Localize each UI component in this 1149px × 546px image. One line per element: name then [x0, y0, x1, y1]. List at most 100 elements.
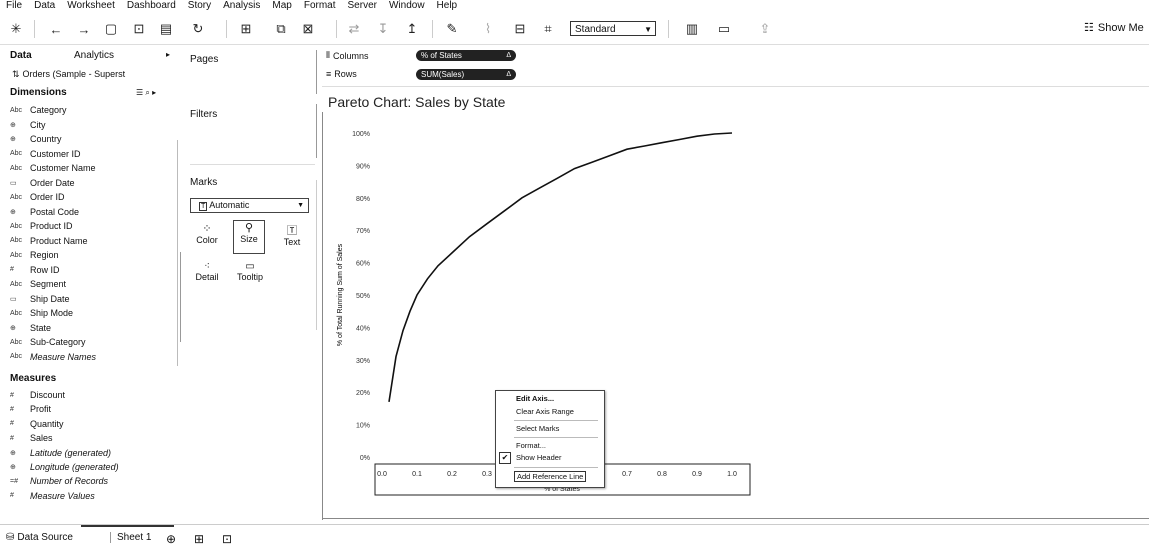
- dimension-field[interactable]: ▭ Ship Date: [10, 293, 70, 305]
- pareto-chart[interactable]: % of Total Running Sum of Sales 0% 10% 20% 3…: [322, 112, 1149, 518]
- tab-data[interactable]: Data: [10, 50, 32, 61]
- menu-item-clear-axis-range[interactable]: Clear Axis Range: [516, 407, 574, 416]
- dimension-field[interactable]: Abc Order ID: [10, 191, 65, 203]
- dimension-field[interactable]: ⊕ Postal Code: [10, 206, 79, 218]
- measure-field[interactable]: # Profit: [10, 403, 51, 415]
- search-fields-icon[interactable]: ☰ ⌕ ▸: [136, 88, 157, 97]
- dimension-field[interactable]: Abc Measure Names: [10, 351, 96, 363]
- clear-sheet-icon[interactable]: ⊠: [302, 21, 314, 36]
- measure-field[interactable]: # Quantity: [10, 418, 64, 430]
- redo-icon[interactable]: →: [77, 21, 91, 37]
- measure-field[interactable]: # Discount: [10, 389, 65, 401]
- measure-field[interactable]: # Sales: [10, 432, 53, 444]
- undo-icon[interactable]: ←: [49, 21, 63, 37]
- pane-scrollbar[interactable]: [177, 140, 178, 366]
- menu-analysis[interactable]: Analysis: [223, 0, 261, 11]
- chart-icon[interactable]: ▥: [685, 21, 699, 36]
- menu-item-edit-axis[interactable]: Edit Axis...: [516, 394, 555, 403]
- dimension-field[interactable]: Abc Region: [10, 249, 59, 261]
- sheet-tab[interactable]: Sheet 1: [110, 532, 151, 543]
- share-icon[interactable]: ⇪: [759, 21, 771, 36]
- presentation-icon[interactable]: ▭: [717, 21, 731, 36]
- dimension-field[interactable]: Abc Ship Mode: [10, 307, 73, 319]
- menu-format[interactable]: Format: [303, 0, 336, 11]
- check-icon: ✔: [499, 452, 511, 464]
- table-calc-icon: Δ: [506, 52, 511, 59]
- menu-dashboard[interactable]: Dashboard: [126, 0, 176, 11]
- menu-data[interactable]: Data: [34, 0, 56, 11]
- field-type-icon: Abc: [10, 164, 23, 172]
- columns-icon: ⦀: [326, 50, 330, 60]
- rows-pill[interactable]: SUM(Sales) Δ: [416, 69, 516, 80]
- dimension-field[interactable]: ⊕ State: [10, 322, 51, 334]
- columns-pill[interactable]: % of States Δ: [416, 50, 516, 61]
- dimension-field[interactable]: ▭ Order Date: [10, 177, 75, 189]
- dimension-field[interactable]: Abc Customer Name: [10, 162, 96, 174]
- datasource-item[interactable]: ⇅ Orders (Sample - Superst: [12, 69, 125, 80]
- color-button[interactable]: ⁘ Color: [192, 222, 222, 254]
- menu-window[interactable]: Window: [388, 0, 425, 11]
- measure-field[interactable]: # Measure Values: [10, 490, 95, 502]
- tableau-logo-icon[interactable]: ✳: [10, 21, 22, 36]
- sort-asc-icon[interactable]: ↧: [377, 21, 389, 36]
- menu-item-show-header[interactable]: Show Header: [516, 453, 562, 462]
- duplicate-icon[interactable]: ⧉: [276, 21, 286, 36]
- size-button[interactable]: ⚲ Size: [233, 220, 265, 254]
- measure-field[interactable]: =# Number of Records: [10, 475, 108, 487]
- dimension-field[interactable]: ⊕ City: [10, 119, 46, 131]
- dimension-field[interactable]: Abc Product ID: [10, 220, 73, 232]
- text-button[interactable]: 🅃 Text: [277, 222, 307, 254]
- show-me-button[interactable]: ☷ Show Me: [1084, 21, 1144, 35]
- y-tick-label: 30%: [356, 358, 370, 365]
- data-source-tab[interactable]: ⛁ Data Source: [6, 532, 73, 543]
- sort-desc-icon[interactable]: ↥: [406, 21, 418, 36]
- dimension-field[interactable]: Abc Category: [10, 104, 67, 116]
- tab-analytics[interactable]: Analytics: [74, 50, 115, 61]
- dimension-field[interactable]: ⊕ Country: [10, 133, 62, 145]
- size-label: Size: [240, 234, 258, 244]
- new-datasource-icon[interactable]: ⊡: [133, 21, 145, 36]
- highlight-icon[interactable]: ✎: [446, 21, 458, 36]
- menu-worksheet[interactable]: Worksheet: [67, 0, 115, 11]
- menu-item-select-marks[interactable]: Select Marks: [516, 424, 560, 433]
- tooltip-button[interactable]: ▭ Tooltip: [233, 261, 267, 293]
- swap-icon[interactable]: ⇄: [348, 21, 360, 36]
- datasource-name: Orders (Sample - Superst: [22, 69, 126, 79]
- dimension-field[interactable]: Abc Segment: [10, 278, 66, 290]
- field-label: Category: [30, 105, 67, 115]
- new-dashboard-icon[interactable]: ⊞: [194, 532, 205, 546]
- menu-help[interactable]: Help: [436, 0, 458, 11]
- detail-button[interactable]: ⁖ Detail: [192, 261, 222, 293]
- fit-select[interactable]: Standard ▼: [570, 21, 656, 36]
- field-label: Sales: [30, 433, 53, 444]
- label-icon[interactable]: ⊟: [514, 21, 526, 36]
- new-worksheet-icon[interactable]: ⊕: [166, 532, 177, 546]
- dimension-field[interactable]: Abc Customer ID: [10, 148, 81, 160]
- pane-menu-icon[interactable]: ▸: [166, 50, 171, 59]
- save-icon[interactable]: ▢: [104, 21, 118, 36]
- measure-field[interactable]: ⊕ Latitude (generated): [10, 447, 111, 459]
- view-title[interactable]: Pareto Chart: Sales by State: [328, 94, 506, 110]
- measure-field[interactable]: ⊕ Longitude (generated): [10, 461, 119, 473]
- new-worksheet-icon[interactable]: ⊞: [240, 21, 252, 36]
- group-icon[interactable]: ⌇: [484, 21, 492, 36]
- dimension-field[interactable]: Abc Product Name: [10, 235, 88, 247]
- pages-card-border: [316, 50, 317, 94]
- mark-type-select[interactable]: T Automatic ▼: [190, 198, 309, 213]
- refresh-icon[interactable]: ↻: [192, 21, 204, 36]
- menu-item-format[interactable]: Format...: [516, 441, 547, 450]
- menu-server[interactable]: Server: [347, 0, 377, 11]
- menu-item-add-reference-line[interactable]: Add Reference Line: [514, 471, 587, 482]
- menu-map[interactable]: Map: [272, 0, 292, 11]
- fix-axes-icon[interactable]: ⌗: [544, 21, 552, 36]
- x-tick-label: 0.1: [412, 471, 422, 478]
- paste-icon[interactable]: ▤: [159, 21, 173, 36]
- dimension-field[interactable]: # Row ID: [10, 264, 60, 276]
- new-story-icon[interactable]: ⊡: [222, 532, 233, 546]
- pareto-line-series: [388, 132, 733, 403]
- menu-story[interactable]: Story: [187, 0, 212, 11]
- columns-shelf-label: ⦀ Columns: [326, 50, 368, 61]
- dimension-field[interactable]: Abc Sub-Category: [10, 336, 86, 348]
- field-type-icon: ⊕: [10, 121, 16, 129]
- menu-file[interactable]: File: [6, 0, 23, 11]
